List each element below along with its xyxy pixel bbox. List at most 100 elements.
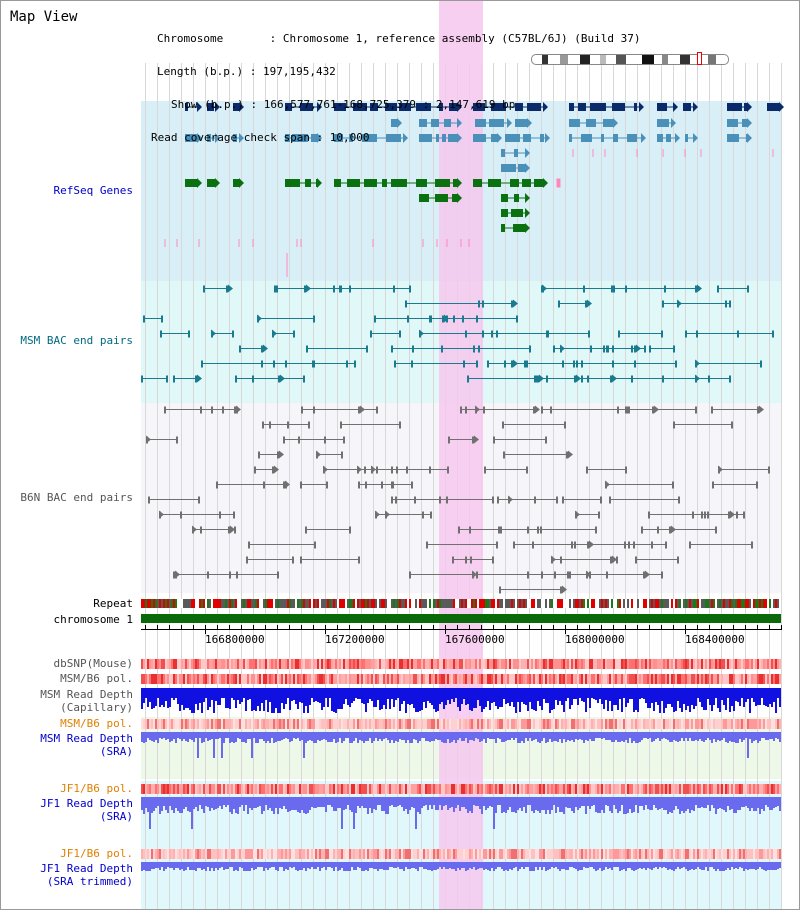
gene-exon: [514, 149, 518, 157]
bac-end-mark: [460, 406, 462, 414]
bac-end-arrow: [697, 284, 702, 293]
gene-arrow: [197, 133, 202, 143]
bac-end-mark: [560, 586, 562, 594]
axis-tick-label: 167600000: [445, 633, 505, 646]
track-label-msm-pol-1[interactable]: MSM/B6 pol.: [60, 672, 133, 685]
ideogram-band: [662, 55, 668, 64]
gene-exon: [685, 134, 688, 142]
gene-arrow: [747, 102, 752, 112]
bac-end-mark: [409, 571, 411, 579]
gene-exon: [613, 134, 618, 142]
bac-end-arrow: [513, 299, 518, 308]
gene-exon: [370, 103, 378, 111]
gene-arrow: [613, 118, 618, 128]
bac-end-mark: [277, 571, 279, 579]
gene-arrow: [397, 118, 402, 128]
gene-exon: [601, 134, 604, 142]
track-label-msm-pol-2[interactable]: MSM/B6 pol.: [60, 717, 133, 730]
gene-exon: [489, 119, 504, 127]
bac-end-mark: [470, 556, 472, 564]
track-label-b6n-bac[interactable]: B6N BAC end pairs: [20, 491, 133, 504]
bac-end-mark: [340, 421, 342, 429]
bac-end-mark: [313, 315, 315, 323]
bac-end-mark: [585, 300, 587, 308]
gene-exon: [419, 119, 427, 127]
track-label-refseq[interactable]: RefSeq Genes: [53, 184, 133, 197]
bac-end-mark: [661, 571, 663, 579]
bac-end-mark: [219, 511, 221, 519]
track-label-jf1-depth-trim[interactable]: JF1 Read Depth: [40, 862, 133, 875]
bac-end-arrow: [474, 435, 479, 444]
bac-end-mark: [715, 526, 717, 534]
bac-end-mark: [611, 285, 613, 293]
bac-end-mark: [439, 496, 441, 504]
gene-arrow: [239, 133, 244, 143]
bac-end-mark: [586, 466, 588, 474]
bac-end-mark: [665, 541, 667, 549]
bac-end-mark: [305, 526, 307, 534]
gene-arrow: [641, 133, 646, 143]
axis-tick-label: 167200000: [325, 633, 385, 646]
bac-end-arrow: [535, 405, 540, 414]
bac-end-mark: [462, 315, 464, 323]
bac-end-mark: [272, 466, 274, 474]
track-label-repeat[interactable]: Repeat: [93, 597, 133, 610]
track-label-msm-depth-sra-sub: (SRA): [99, 745, 133, 758]
bac-end-mark: [333, 285, 335, 293]
bac-end-mark: [176, 436, 178, 444]
bac-end-mark: [467, 375, 469, 383]
track-label-dbsnp[interactable]: dbSNP(Mouse): [53, 657, 133, 670]
gene-exon: [473, 103, 485, 111]
bac-end-mark: [624, 541, 626, 549]
chromosome-ideogram[interactable]: [531, 54, 729, 65]
bac-end-mark: [772, 330, 774, 338]
bac-end-mark: [556, 496, 558, 504]
track-label-msm-depth-cap[interactable]: MSM Read Depth: [40, 688, 133, 701]
bac-end-arrow: [316, 450, 321, 459]
bac-end-mark: [409, 285, 411, 293]
jf1-depth-sra: [141, 797, 781, 829]
track-label-jf1-pol-2[interactable]: JF1/B6 pol.: [60, 847, 133, 860]
gene-arrow: [497, 133, 502, 143]
bac-end-mark: [617, 406, 619, 414]
gene-exon: [442, 134, 446, 142]
bac-end-mark: [188, 330, 190, 338]
track-label-jf1-pol-1[interactable]: JF1/B6 pol.: [60, 782, 133, 795]
track-label-msm-bac[interactable]: MSM BAC end pairs: [20, 334, 133, 347]
bac-end-mark: [583, 285, 585, 293]
chromosome-bar: [141, 614, 781, 623]
show-range-info: Show (b.p.) : 166,577,761-168,725,379 : …: [171, 98, 516, 111]
bac-end-mark: [374, 315, 376, 323]
gene-exon: [233, 179, 239, 187]
gene-exon: [569, 134, 572, 142]
bac-end-arrow: [357, 465, 362, 474]
track-label-msm-depth-sra[interactable]: MSM Read Depth: [40, 732, 133, 745]
bac-end-mark: [737, 330, 739, 338]
bac-end-mark: [430, 315, 432, 323]
ideogram-band: [616, 55, 626, 64]
bac-end-mark: [603, 345, 605, 353]
bac-end-mark: [447, 466, 449, 474]
bac-end-mark: [625, 466, 627, 474]
bac-end-mark: [358, 556, 360, 564]
bac-end-mark: [589, 571, 591, 579]
gene-exon: [311, 134, 317, 142]
gene-exon: [453, 179, 457, 187]
bac-end-mark: [473, 345, 475, 353]
bac-end-arrow: [508, 495, 513, 504]
bac-end-mark: [503, 451, 505, 459]
track-label-chromosome[interactable]: chromosome 1: [53, 613, 133, 626]
bac-end-mark: [757, 406, 759, 414]
gene-exon: [683, 103, 691, 111]
bac-end-mark: [399, 330, 401, 338]
gene-arrow: [197, 102, 202, 112]
gene-exon: [473, 179, 482, 187]
bac-end-mark: [173, 571, 175, 579]
bac-end-mark: [513, 541, 515, 549]
axis-tick-label: 168000000: [565, 633, 625, 646]
gene-exon: [386, 134, 401, 142]
bac-end-mark: [598, 511, 600, 519]
bac-end-mark: [426, 541, 428, 549]
track-label-jf1-depth[interactable]: JF1 Read Depth: [40, 797, 133, 810]
